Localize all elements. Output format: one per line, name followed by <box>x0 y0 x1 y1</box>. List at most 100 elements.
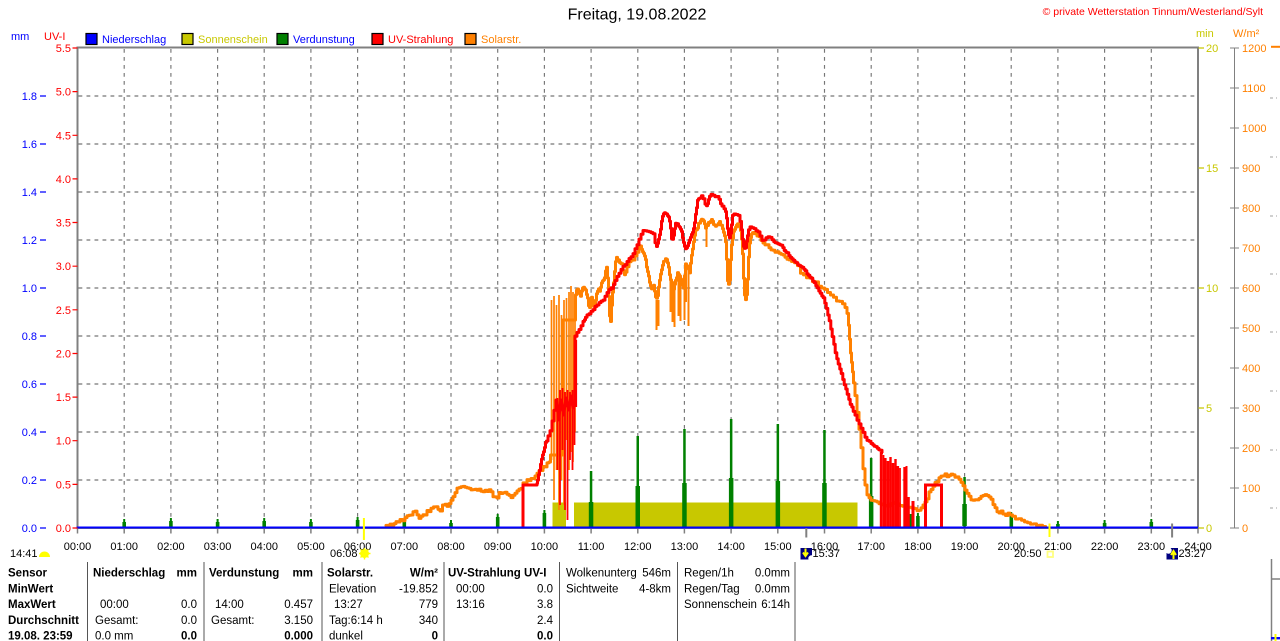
svg-text:Gesamt:: Gesamt: <box>211 615 254 627</box>
svg-text:18:00: 18:00 <box>904 541 932 553</box>
svg-text:400: 400 <box>1242 363 1260 375</box>
svg-text:0.0 mm: 0.0 mm <box>95 631 133 641</box>
svg-text:0.0: 0.0 <box>181 615 197 627</box>
svg-text:15:37: 15:37 <box>813 548 841 560</box>
svg-text:Durchschnitt: Durchschnitt <box>8 615 79 627</box>
svg-text:1.4: 1.4 <box>22 187 37 199</box>
svg-text:15:00: 15:00 <box>764 541 792 553</box>
svg-text:0.8: 0.8 <box>22 331 37 343</box>
svg-text:14:00: 14:00 <box>215 599 244 611</box>
svg-text:17:00: 17:00 <box>857 541 885 553</box>
svg-text:00:00: 00:00 <box>456 583 485 595</box>
svg-text:800: 800 <box>1242 203 1260 215</box>
svg-text:mm: mm <box>11 31 29 43</box>
svg-text:0.0: 0.0 <box>537 583 553 595</box>
svg-text:19:00: 19:00 <box>951 541 979 553</box>
svg-text:12:00: 12:00 <box>624 541 652 553</box>
svg-text:Solarstr.: Solarstr. <box>327 568 373 580</box>
svg-text:1.2: 1.2 <box>22 235 37 247</box>
svg-text:13:27: 13:27 <box>334 599 363 611</box>
svg-text:1100: 1100 <box>1242 83 1266 95</box>
svg-text:0.5: 0.5 <box>56 479 71 491</box>
svg-text:21:00: 21:00 <box>1044 541 1072 553</box>
svg-text:10: 10 <box>1206 283 1218 295</box>
svg-text:0.4: 0.4 <box>22 427 37 439</box>
svg-text:14:00: 14:00 <box>717 541 745 553</box>
svg-text:300: 300 <box>1242 403 1260 415</box>
svg-text:20:00: 20:00 <box>997 541 1025 553</box>
svg-text:5.0: 5.0 <box>56 87 71 99</box>
svg-text:0.000: 0.000 <box>284 631 313 641</box>
svg-text:06:08: 06:08 <box>330 548 358 560</box>
svg-text:04:00: 04:00 <box>250 541 278 553</box>
svg-text:MaxWert: MaxWert <box>8 599 56 611</box>
svg-text:Niederschlag: Niederschlag <box>102 34 166 46</box>
svg-text:3.0: 3.0 <box>56 261 71 273</box>
svg-text:0.0mm: 0.0mm <box>755 583 790 595</box>
svg-text:W/m²: W/m² <box>410 568 438 580</box>
svg-text:0.0: 0.0 <box>181 599 197 611</box>
svg-text:MinWert: MinWert <box>8 583 53 595</box>
svg-text:Sichtweite: Sichtweite <box>566 583 618 595</box>
svg-text:min: min <box>1196 28 1214 40</box>
svg-text:Verdunstung: Verdunstung <box>293 34 355 46</box>
svg-text:340: 340 <box>419 615 438 627</box>
svg-text:09:00: 09:00 <box>484 541 512 553</box>
svg-text:5: 5 <box>1206 403 1212 415</box>
svg-text:500: 500 <box>1242 323 1260 335</box>
svg-text:0.2: 0.2 <box>22 475 37 487</box>
svg-text:UV-Strahlung: UV-Strahlung <box>388 34 453 46</box>
svg-text:Tag:6:14 h: Tag:6:14 h <box>329 615 383 627</box>
svg-text:1000: 1000 <box>1242 123 1266 135</box>
svg-text:24:00: 24:00 <box>1184 541 1212 553</box>
svg-text:05:00: 05:00 <box>297 541 325 553</box>
svg-text:1.0: 1.0 <box>56 436 71 448</box>
svg-text:2.4: 2.4 <box>537 615 554 627</box>
svg-text:15: 15 <box>1206 163 1218 175</box>
svg-text:0: 0 <box>1242 523 1248 535</box>
svg-text:Freitag, 19.08.2022: Freitag, 19.08.2022 <box>568 7 707 24</box>
svg-text:UV-Strahlung UV-I: UV-Strahlung UV-I <box>448 568 546 580</box>
svg-text:0.0: 0.0 <box>56 523 71 535</box>
svg-text:3.150: 3.150 <box>284 615 313 627</box>
svg-text:5.5: 5.5 <box>56 43 71 55</box>
svg-text:23:00: 23:00 <box>1138 541 1166 553</box>
svg-text:Gesamt:: Gesamt: <box>95 615 138 627</box>
svg-text:3.8: 3.8 <box>537 599 553 611</box>
svg-text:1.6: 1.6 <box>22 139 37 151</box>
svg-text:03:00: 03:00 <box>204 541 232 553</box>
svg-text:100: 100 <box>1242 483 1260 495</box>
svg-text:22:00: 22:00 <box>1091 541 1119 553</box>
svg-text:Regen/Tag: Regen/Tag <box>684 583 740 595</box>
svg-text:0.0: 0.0 <box>22 523 37 535</box>
svg-text:16:00: 16:00 <box>811 541 839 553</box>
svg-text:Sonnenschein: Sonnenschein <box>684 599 757 611</box>
svg-text:0.457: 0.457 <box>284 599 313 611</box>
svg-text:1200: 1200 <box>1242 43 1266 55</box>
svg-text:0.0: 0.0 <box>537 631 553 641</box>
svg-text:-19.852: -19.852 <box>399 583 438 595</box>
svg-text:4.0: 4.0 <box>56 174 71 186</box>
svg-text:20:50: 20:50 <box>1014 548 1042 560</box>
svg-text:0: 0 <box>1206 523 1212 535</box>
svg-text:900: 900 <box>1242 163 1260 175</box>
svg-text:1.0: 1.0 <box>22 283 37 295</box>
svg-text:546m: 546m <box>642 568 671 580</box>
svg-text:UV-I: UV-I <box>44 31 65 43</box>
svg-text:11:00: 11:00 <box>578 541 605 553</box>
svg-text:Niederschlag: Niederschlag <box>93 568 165 580</box>
svg-text:700: 700 <box>1242 243 1260 255</box>
svg-text:779: 779 <box>419 599 438 611</box>
svg-text:600: 600 <box>1242 283 1260 295</box>
svg-text:08:00: 08:00 <box>437 541 465 553</box>
svg-text:00:00: 00:00 <box>100 599 129 611</box>
svg-text:2.0: 2.0 <box>56 348 71 360</box>
svg-text:14:41: 14:41 <box>10 548 38 560</box>
svg-text:0.6: 0.6 <box>22 379 37 391</box>
svg-text:Solarstr.: Solarstr. <box>481 34 521 46</box>
svg-text:Sonnenschein: Sonnenschein <box>198 34 268 46</box>
svg-text:19.08. 23:59: 19.08. 23:59 <box>8 631 73 641</box>
svg-text:02:00: 02:00 <box>157 541 185 553</box>
svg-text:13:00: 13:00 <box>671 541 699 553</box>
svg-text:© private Wetterstation Tinnum: © private Wetterstation Tinnum/Westerlan… <box>1043 6 1263 18</box>
